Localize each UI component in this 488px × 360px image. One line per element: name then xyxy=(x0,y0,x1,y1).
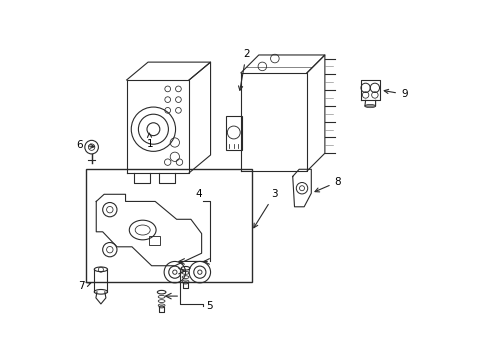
Text: 1: 1 xyxy=(146,133,153,149)
Bar xyxy=(149,236,160,246)
Text: 9: 9 xyxy=(384,89,407,99)
Text: 8: 8 xyxy=(314,177,341,192)
Text: 4: 4 xyxy=(195,189,202,199)
Text: 7: 7 xyxy=(78,282,90,292)
Text: 5: 5 xyxy=(206,301,212,311)
Bar xyxy=(85,169,251,282)
Bar xyxy=(225,116,241,150)
Text: 3: 3 xyxy=(253,189,277,228)
Text: 6: 6 xyxy=(76,140,94,150)
Text: 2: 2 xyxy=(238,49,249,90)
